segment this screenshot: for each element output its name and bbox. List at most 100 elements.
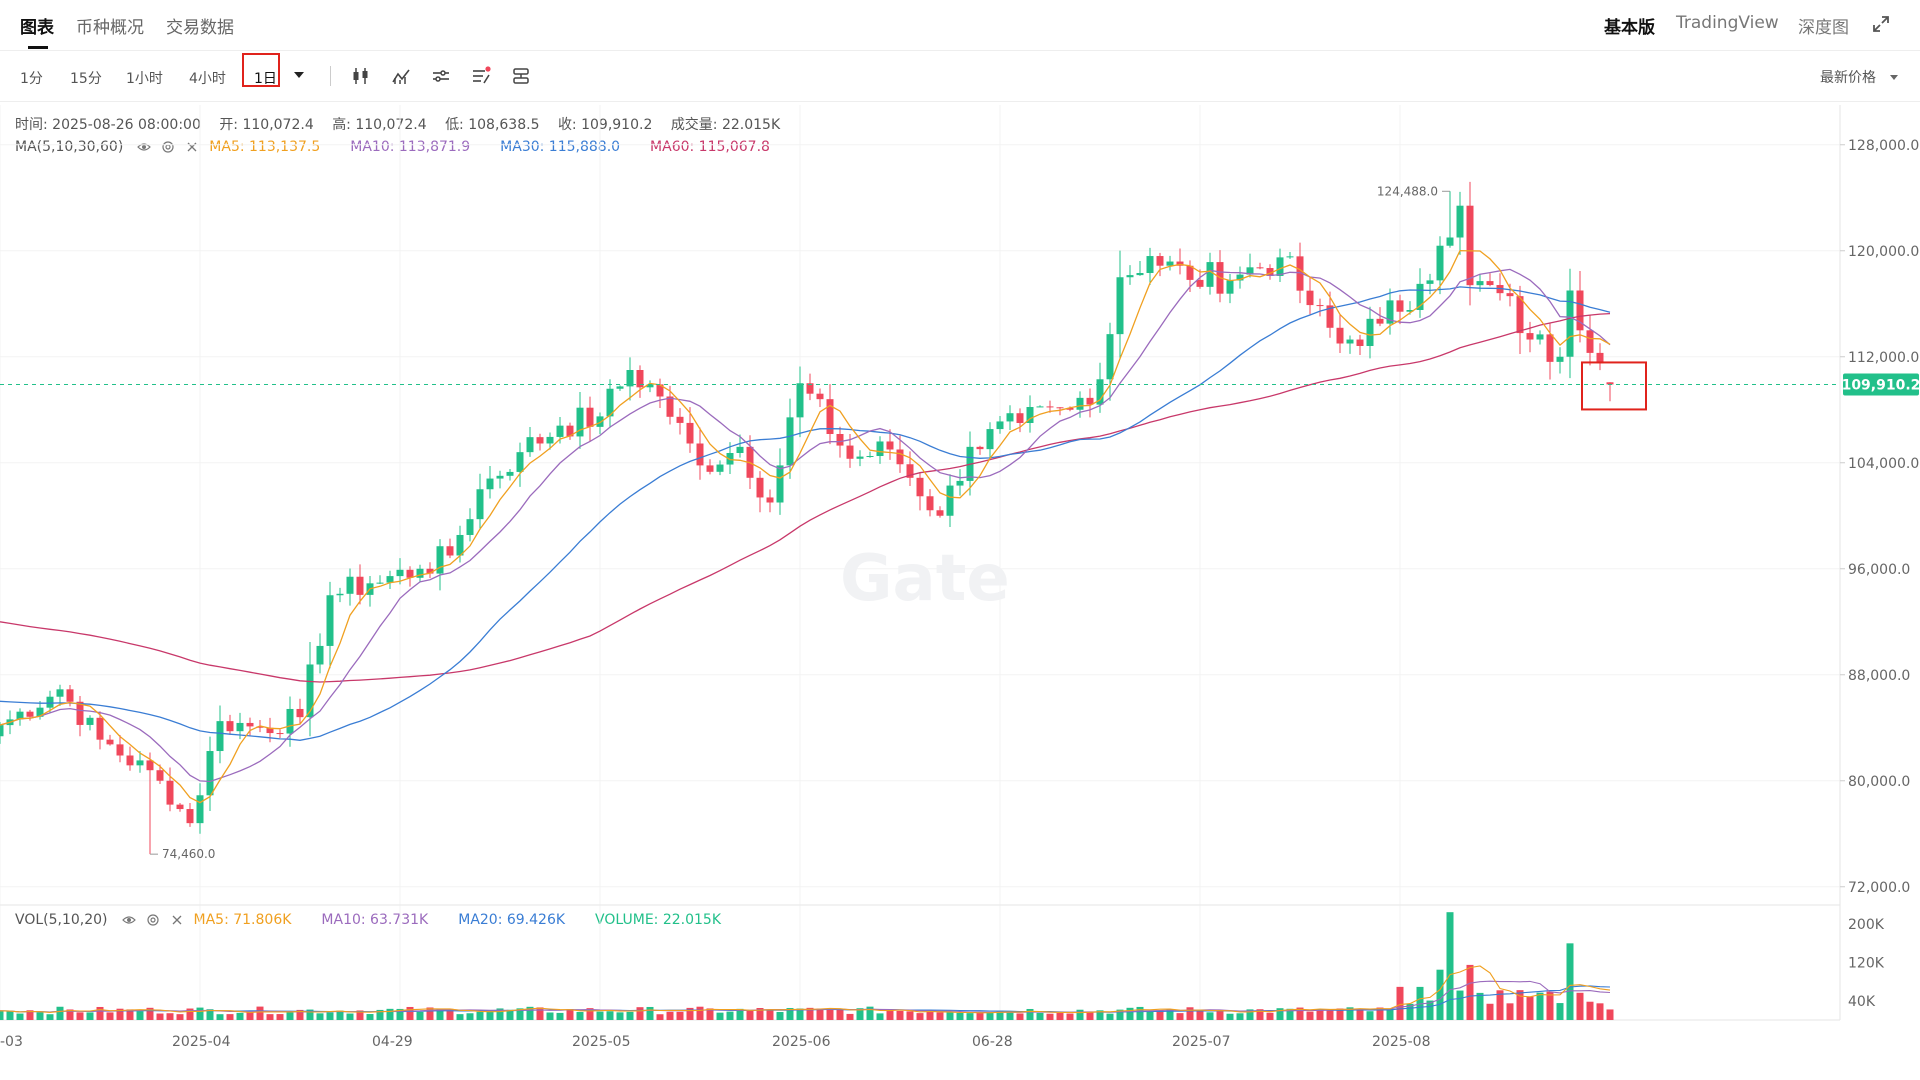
candle-body (1206, 262, 1214, 287)
selected-interval-highlight (242, 53, 280, 87)
candle-body (1166, 261, 1174, 266)
candle-body (396, 569, 404, 577)
volume-bar (866, 1006, 874, 1020)
settings-icon[interactable] (146, 913, 160, 927)
volume-bar (1056, 1013, 1064, 1020)
volume-bar (1336, 1008, 1344, 1020)
ohlc-high: 高: 110,072.4 (332, 117, 427, 133)
candle-body (226, 721, 234, 732)
candle-body (326, 595, 334, 646)
volume-bar (286, 1012, 294, 1020)
candle-body (206, 751, 214, 796)
interval-1m[interactable]: 1分 (20, 71, 43, 87)
drawing-tool-icon[interactable] (511, 66, 531, 86)
interval-1h[interactable]: 1小时 (126, 71, 163, 87)
candle-body (1266, 268, 1274, 276)
tab-basic-version[interactable]: 基本版 (1604, 18, 1655, 38)
candle-body (916, 477, 924, 497)
time-axis-label: 04-29 (372, 1034, 413, 1050)
volume-bar (856, 1008, 864, 1020)
volume-bar (146, 1007, 154, 1020)
eye-icon[interactable] (121, 913, 136, 927)
candle-body (1386, 300, 1394, 324)
candle-body (696, 443, 704, 466)
tab-tradingview[interactable]: TradingView (1676, 13, 1779, 33)
volume-bar (266, 1014, 274, 1020)
candle-body (126, 755, 134, 766)
volume-bar (76, 1012, 84, 1020)
volume-bar (346, 1013, 354, 1020)
volume-bar (1266, 1012, 1274, 1020)
candle-body (1436, 245, 1444, 281)
tab-chart[interactable]: 图表 (20, 18, 54, 38)
candle-body (726, 453, 734, 465)
volume-bar (206, 1009, 214, 1020)
interval-4h[interactable]: 4小时 (189, 71, 226, 87)
candle-body (1066, 407, 1074, 410)
candle-body (276, 733, 284, 735)
price-type-dropdown-icon[interactable] (1890, 75, 1898, 80)
volume-bar (1076, 1009, 1084, 1020)
volume-bar (1256, 1009, 1264, 1020)
volume-bar (716, 1012, 724, 1020)
candle-body (146, 760, 154, 771)
volume-bar (596, 1011, 604, 1020)
volume-bar (706, 1008, 714, 1020)
interval-15m[interactable]: 15分 (70, 71, 102, 87)
volume-bar (476, 1011, 484, 1020)
interval-1d[interactable]: 1日 (254, 71, 277, 87)
tab-trading-data[interactable]: 交易数据 (166, 18, 234, 38)
volume-bar (246, 1011, 254, 1020)
volume-bar (1116, 1009, 1124, 1020)
time-axis-label: 2025-08 (1372, 1034, 1431, 1050)
price-type-select[interactable]: 最新价格 (1820, 70, 1876, 86)
y-axis-label: 72,000.0 (1848, 880, 1910, 896)
candle-body (1126, 275, 1134, 278)
volume-bar (496, 1008, 504, 1020)
candle-body (1306, 290, 1314, 306)
candle-body (856, 456, 864, 459)
volume-bar (576, 1011, 584, 1020)
candlestick-type-icon[interactable] (351, 66, 371, 86)
ma-legend: MA(5,10,30,60) MA5: 113,137.5 MA10: 113,… (15, 139, 800, 155)
volume-bar (956, 1012, 964, 1020)
vol-ma5-value: MA5: 71.806K (193, 912, 292, 928)
candle-body (1556, 356, 1564, 362)
volume-bar (466, 1013, 474, 1020)
volume-bar (926, 1011, 934, 1020)
tab-depth-chart[interactable]: 深度图 (1798, 18, 1849, 38)
volume-bar (126, 1009, 134, 1020)
volume-bar (1046, 1013, 1054, 1020)
volume-bar (886, 1010, 894, 1020)
volume-bar (646, 1006, 654, 1020)
active-tab-underline (28, 46, 48, 49)
ma5-line (0, 249, 1611, 804)
settings-list-icon[interactable] (471, 66, 491, 86)
candle-body (526, 437, 534, 453)
ma10-value: MA10: 113,871.9 (350, 139, 471, 155)
volume-bar (586, 1008, 594, 1020)
candle-body (256, 726, 264, 728)
compare-icon[interactable] (431, 66, 451, 86)
volume-bar (1106, 1013, 1114, 1020)
indicator-icon[interactable] (391, 66, 411, 86)
volume-bar (456, 1014, 464, 1020)
candle-body (1036, 406, 1044, 408)
ma30-value: MA30: 115,888.0 (500, 139, 621, 155)
tab-coin-overview[interactable]: 币种概况 (76, 18, 144, 38)
candle-body (66, 689, 74, 702)
candle-body (196, 795, 204, 824)
ohlc-open: 开: 110,072.4 (219, 117, 314, 133)
expand-icon[interactable] (1871, 14, 1891, 34)
candle-body (296, 708, 304, 718)
volume-bar (896, 1010, 904, 1020)
volume-bar (1476, 992, 1484, 1020)
vol-ma20-line (0, 985, 1611, 1013)
candle-body (636, 370, 644, 388)
volume-bar (426, 1007, 434, 1020)
interval-dropdown-icon[interactable] (294, 72, 304, 78)
last-price-badge (1843, 373, 1919, 396)
close-icon[interactable] (170, 913, 184, 927)
candle-body (1226, 280, 1234, 294)
